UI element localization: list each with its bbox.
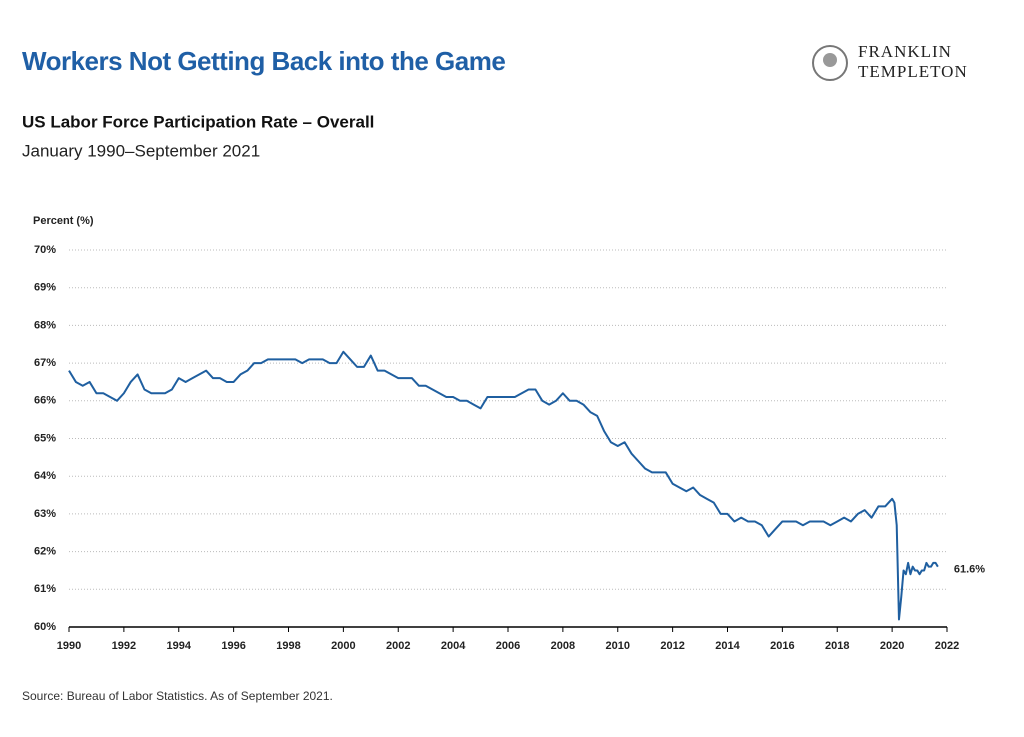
y-tick-label: 70%	[34, 244, 56, 256]
x-tick-label: 2016	[770, 640, 794, 652]
x-tick-label: 2002	[386, 640, 410, 652]
x-tick-label: 2004	[441, 640, 466, 652]
x-tick-label: 2006	[496, 640, 520, 652]
date-range: January 1990–September 2021	[22, 141, 260, 160]
x-tick-label: 2012	[660, 640, 684, 652]
y-tick-label: 65%	[34, 432, 56, 444]
chart-title: Workers Not Getting Back into the Game	[22, 46, 505, 76]
y-tick-label: 64%	[34, 470, 56, 482]
series-line	[68, 350, 939, 621]
x-tick-label: 1990	[57, 640, 81, 652]
x-tick-label: 2020	[880, 640, 904, 652]
y-tick-label: 66%	[34, 395, 56, 407]
y-tick-label: 61%	[34, 583, 56, 595]
y-tick-label: 67%	[34, 357, 56, 369]
y-tick-label: 69%	[34, 282, 56, 294]
chart-subtitle: US Labor Force Participation Rate – Over…	[22, 112, 374, 131]
x-tick-label: 2014	[715, 640, 740, 652]
x-tick-label: 2022	[935, 640, 959, 652]
y-tick-label: 60%	[34, 621, 56, 633]
brand-line: FRANKLIN	[858, 42, 952, 61]
logo-emblem	[812, 45, 848, 81]
x-tick-label: 2008	[551, 640, 575, 652]
x-tick-label: 1994	[167, 640, 192, 652]
y-axis-label: Percent (%)	[33, 215, 94, 227]
value-label: 61.6%	[954, 564, 985, 576]
x-tick-label: 1998	[276, 640, 300, 652]
x-tick-label: 2018	[825, 640, 849, 652]
y-tick-label: 68%	[34, 319, 56, 331]
x-tick-label: 2010	[606, 640, 630, 652]
x-tick-label: 2000	[331, 640, 355, 652]
logo-emblem-face	[823, 53, 837, 67]
y-tick-label: 63%	[34, 508, 56, 520]
logo: FRANKLIN TEMPLETON	[812, 42, 968, 81]
source-note: Source: Bureau of Labor Statistics. As o…	[22, 689, 333, 703]
y-tick-label: 62%	[34, 546, 56, 558]
x-tick-label: 1992	[112, 640, 136, 652]
x-tick-label: 1996	[221, 640, 245, 652]
brand-line: TEMPLETON	[858, 62, 968, 81]
